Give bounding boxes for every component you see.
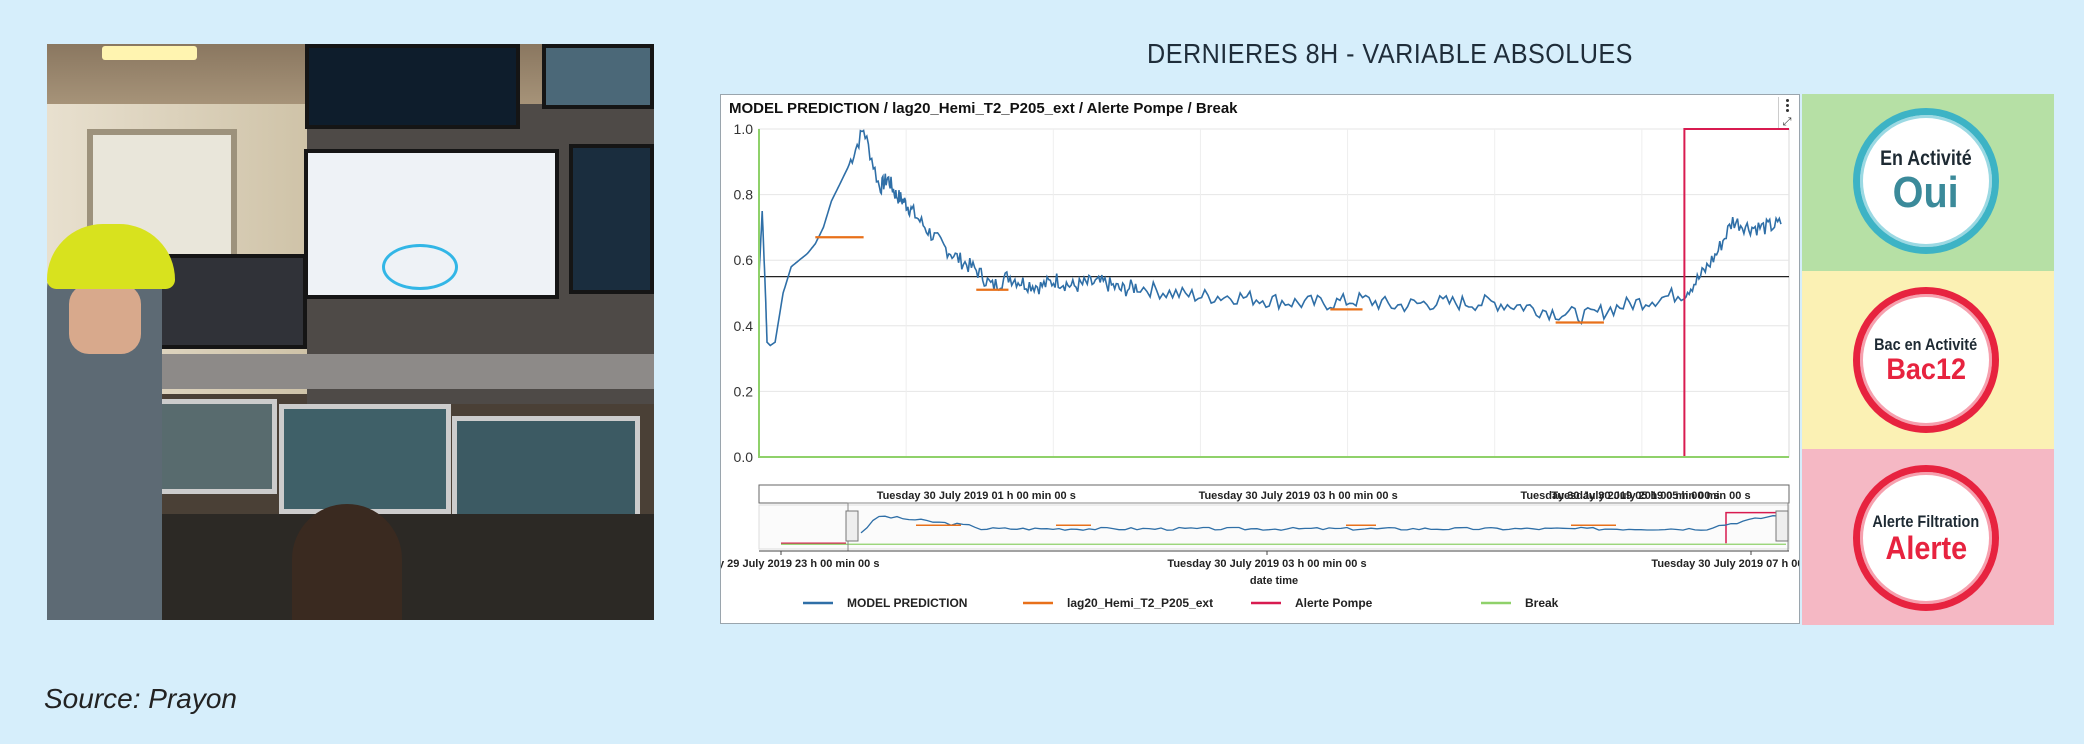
series-model-prediction — [758, 129, 1782, 347]
chart-toolbar[interactable]: ⤢ — [1778, 97, 1795, 131]
photo-monitor-glow — [382, 244, 458, 290]
series-break — [758, 129, 1789, 458]
x-tick-label: Tuesday 30 July 2019 05 h 00 min 00 s — [1551, 490, 1750, 502]
photo-operator-face — [69, 284, 141, 354]
tile-label: En Activité — [1880, 147, 1972, 170]
tile-value: Bac12 — [1886, 353, 1966, 386]
tile-bac-en-activite: Bac en Activité Bac12 — [1802, 271, 2054, 449]
chart-header: MODEL PREDICTION / lag20_Hemi_T2_P205_ex… — [729, 100, 1238, 117]
menu-dot-icon[interactable] — [1785, 104, 1789, 107]
menu-dot-icon[interactable] — [1785, 99, 1789, 102]
chart-svg: 1.0 0.8 0.6 0.4 0.2 0.0 Tuesday 30 July 2019 0… — [721, 121, 1799, 610]
navigator-handle-left — [845, 510, 859, 542]
photo-monitor — [542, 44, 654, 109]
photo-lamp — [102, 46, 197, 60]
status-circle: En Activité Oui — [1853, 108, 1999, 254]
photo-seated-operator — [292, 504, 402, 620]
navigator-area — [758, 504, 1790, 550]
photo-console-screen — [279, 404, 451, 514]
tile-alerte-filtration: Alerte Filtration Alerte — [1802, 449, 2054, 625]
tile-label: Alerte Filtration — [1872, 512, 1980, 531]
photo-console-screen — [142, 399, 277, 494]
status-circle: Alerte Filtration Alerte — [1853, 465, 1999, 611]
y-tick-label: 0.2 — [734, 383, 754, 399]
y-tick-label: 0.6 — [734, 252, 754, 268]
photo-monitor — [305, 44, 520, 129]
navigator-pompe — [1725, 511, 1786, 544]
x-tick-label: Tuesday 30 July 2019 05 h 00 min 00 s — [1520, 490, 1719, 502]
photo-monitor — [569, 144, 654, 294]
navigator-tick-label: Tuesday 30 July 2019 07 h 00 min 00 s — [1651, 558, 1799, 570]
legend-label: MODEL PREDICTION — [847, 596, 967, 610]
legend-label: Break — [1525, 596, 1559, 610]
control-room-photo — [47, 44, 654, 620]
tile-en-activite: En Activité Oui — [1802, 94, 2054, 271]
menu-dot-icon[interactable] — [1785, 109, 1789, 112]
y-tick-label: 0.0 — [734, 449, 754, 465]
tile-value: Oui — [1892, 168, 1959, 217]
navigator-tick-label: Tuesday 30 July 2019 03 h 00 min 00 s — [1167, 558, 1366, 570]
tile-value: Alerte — [1885, 530, 1967, 566]
x-axis-label: date time — [1250, 575, 1298, 587]
navigator-model — [860, 515, 1780, 534]
chart-panel: MODEL PREDICTION / lag20_Hemi_T2_P205_ex… — [720, 94, 1800, 624]
y-tick-label: 1.0 — [734, 121, 754, 137]
x-tick-label: Tuesday 30 July 2019 01 h 00 min 00 s — [877, 490, 1076, 502]
expand-icon[interactable]: ⤢ — [1782, 116, 1792, 128]
legend-label: lag20_Hemi_T2_P205_ext — [1067, 596, 1213, 610]
photo-desk — [127, 354, 654, 389]
y-tick-label: 0.8 — [734, 187, 754, 203]
tile-label: Bac en Activité — [1874, 335, 1978, 354]
x-tick-label: Tuesday 30 July 2019 03 h 00 min 00 s — [1199, 490, 1398, 502]
navigator-tick-label: Monday 29 July 2019 23 h 00 min 00 s — [721, 558, 879, 570]
legend-label: Alerte Pompe — [1295, 596, 1373, 610]
photo-monitor — [304, 149, 559, 299]
plot-area — [758, 128, 1790, 458]
y-tick-label: 0.4 — [734, 318, 754, 334]
page-title: DERNIERES 8H - VARIABLE ABSOLUES — [1147, 38, 1633, 69]
source-caption: Source: Prayon — [44, 683, 237, 714]
status-circle: Bac en Activité Bac12 — [1853, 287, 1999, 433]
navigator-handle-right — [1775, 510, 1789, 542]
